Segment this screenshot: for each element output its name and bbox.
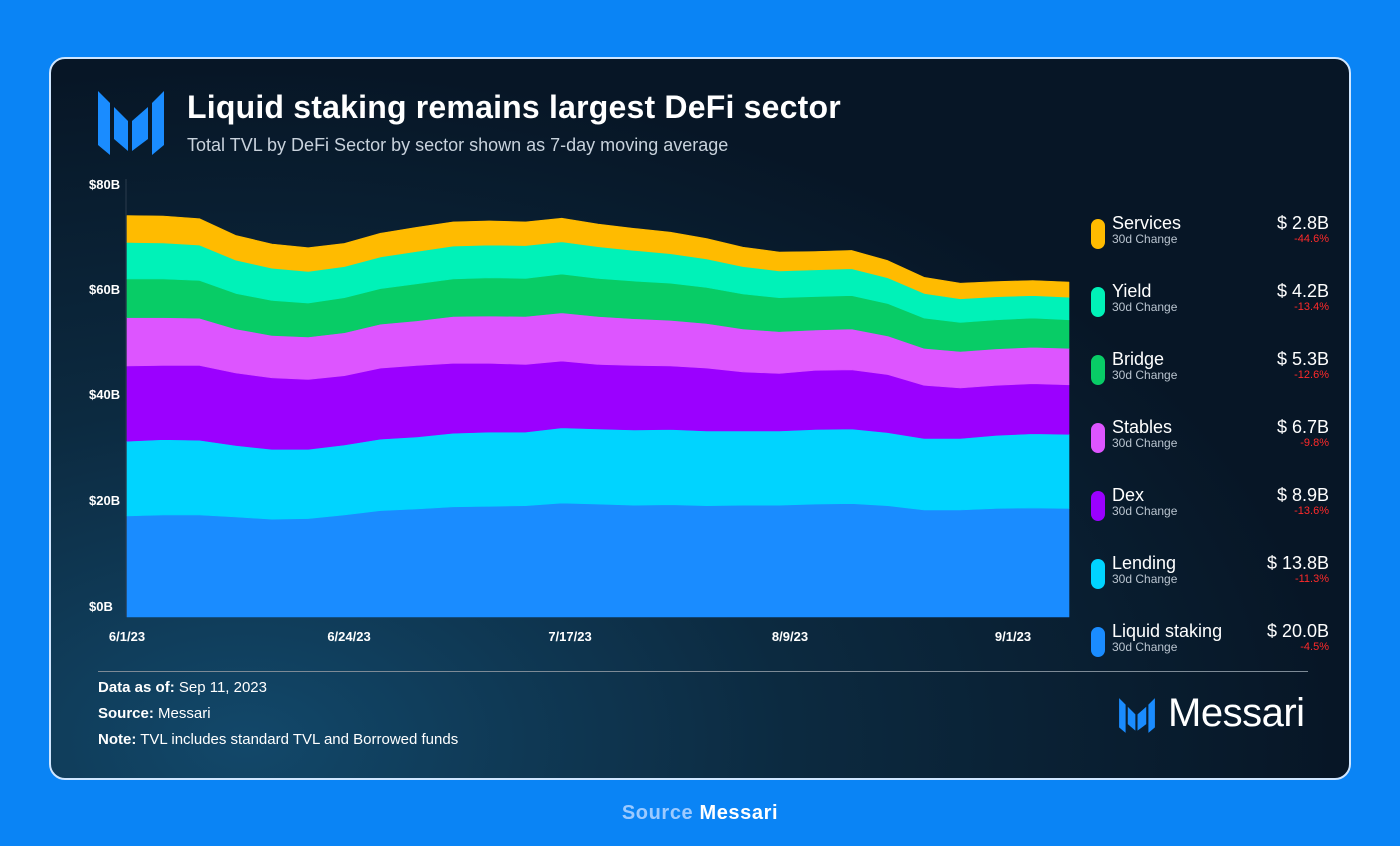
legend-swatch — [1091, 559, 1105, 589]
legend-item-dex: Dex 30d Change $ 8.9B -13.6% — [1091, 485, 1331, 529]
legend-item-yield: Yield 30d Change $ 4.2B -13.4% — [1091, 281, 1331, 325]
legend-name: Services — [1112, 213, 1182, 233]
legend-name: Liquid staking — [1112, 621, 1223, 641]
source-caption-value: Messari — [699, 802, 779, 824]
data-as-of-value: Sep 11, 2023 — [178, 679, 267, 696]
messari-logo-icon — [98, 91, 164, 155]
legend-name: Stables — [1112, 417, 1173, 437]
legend-sub: 30d Change — [1112, 368, 1178, 382]
legend-name: Bridge — [1112, 349, 1165, 369]
legend-value: $ 4.2B — [1276, 281, 1329, 301]
legend-swatch — [1091, 287, 1105, 317]
legend-sub: 30d Change — [1112, 232, 1178, 246]
legend-sub: 30d Change — [1112, 504, 1178, 518]
data-as-of-label: Data as of: — [98, 679, 175, 696]
legend-change: -12.6% — [1294, 369, 1329, 381]
legend-change: -13.4% — [1294, 301, 1329, 313]
y-tick-label: $80B — [89, 177, 121, 192]
legend-name: Dex — [1112, 485, 1145, 505]
x-tick-label: 9/1/23 — [994, 629, 1032, 644]
legend-item-liquid-staking: Liquid staking 30d Change $ 20.0B -4.5% — [1091, 621, 1331, 665]
source-caption: Source Messari — [0, 802, 1400, 825]
legend-sub: 30d Change — [1112, 640, 1178, 654]
legend-item-stables: Stables 30d Change $ 6.7B -9.8% — [1091, 417, 1331, 461]
stacked-area-chart — [125, 179, 1070, 618]
legend-value: $ 8.9B — [1276, 485, 1329, 505]
chart-title: Liquid staking remains largest DeFi sect… — [187, 89, 841, 125]
legend-value: $ 13.8B — [1266, 553, 1329, 573]
source-value: Messari — [158, 705, 211, 722]
legend-swatch — [1091, 627, 1105, 657]
legend-sub: 30d Change — [1112, 572, 1178, 586]
brand-wordmark: Messari — [1168, 691, 1305, 735]
legend-value: $ 20.0B — [1266, 621, 1329, 641]
note-label: Note: — [98, 731, 137, 748]
y-tick-label: $60B — [89, 282, 121, 297]
legend-name: Yield — [1112, 281, 1152, 301]
legend-change: -13.6% — [1294, 505, 1329, 517]
legend-change: -4.5% — [1300, 641, 1329, 653]
x-tick-label: 6/24/23 — [327, 629, 371, 644]
legend-swatch — [1091, 491, 1105, 521]
legend-change: -11.3% — [1294, 573, 1329, 585]
legend-change: -44.6% — [1294, 233, 1329, 245]
legend-value: $ 6.7B — [1276, 417, 1329, 437]
x-tick-label: 6/1/23 — [108, 629, 146, 644]
legend-sub: 30d Change — [1112, 300, 1178, 314]
x-tick-label: 8/9/23 — [771, 629, 809, 644]
chart-subtitle: Total TVL by DeFi Sector by sector shown… — [187, 135, 729, 155]
legend-sub: 30d Change — [1112, 436, 1178, 450]
legend-swatch — [1091, 423, 1105, 453]
legend-name: Lending — [1112, 553, 1177, 573]
x-tick-label: 7/17/23 — [548, 629, 592, 644]
legend-item-lending: Lending 30d Change $ 13.8B -11.3% — [1091, 553, 1331, 597]
footer-divider — [98, 671, 1308, 672]
footer-data-as-of: Data as of: Sep 11, 2023 — [98, 679, 267, 696]
legend-item-services: Services 30d Change $ 2.8B -44.6% — [1091, 213, 1331, 257]
y-tick-label: $40B — [89, 387, 121, 402]
legend-item-bridge: Bridge 30d Change $ 5.3B -12.6% — [1091, 349, 1331, 393]
legend-change: -9.8% — [1300, 437, 1329, 449]
messari-brand-icon — [1119, 698, 1155, 733]
footer-note: Note: TVL includes standard TVL and Borr… — [98, 731, 458, 748]
legend-value: $ 2.8B — [1276, 213, 1329, 233]
source-label: Source: — [98, 705, 154, 722]
area-series-liquid-staking — [126, 502, 1070, 618]
legend-swatch — [1091, 355, 1105, 385]
y-tick-label: $0B — [89, 599, 113, 614]
footer-source: Source: Messari — [98, 705, 211, 722]
y-tick-label: $20B — [89, 493, 121, 508]
note-value: TVL includes standard TVL and Borrowed f… — [140, 731, 459, 748]
chart-card: Liquid staking remains largest DeFi sect… — [49, 57, 1351, 780]
source-caption-label: Source — [621, 802, 694, 824]
area-series-services — [126, 215, 1070, 300]
legend-swatch — [1091, 219, 1105, 249]
legend-value: $ 5.3B — [1276, 349, 1329, 369]
